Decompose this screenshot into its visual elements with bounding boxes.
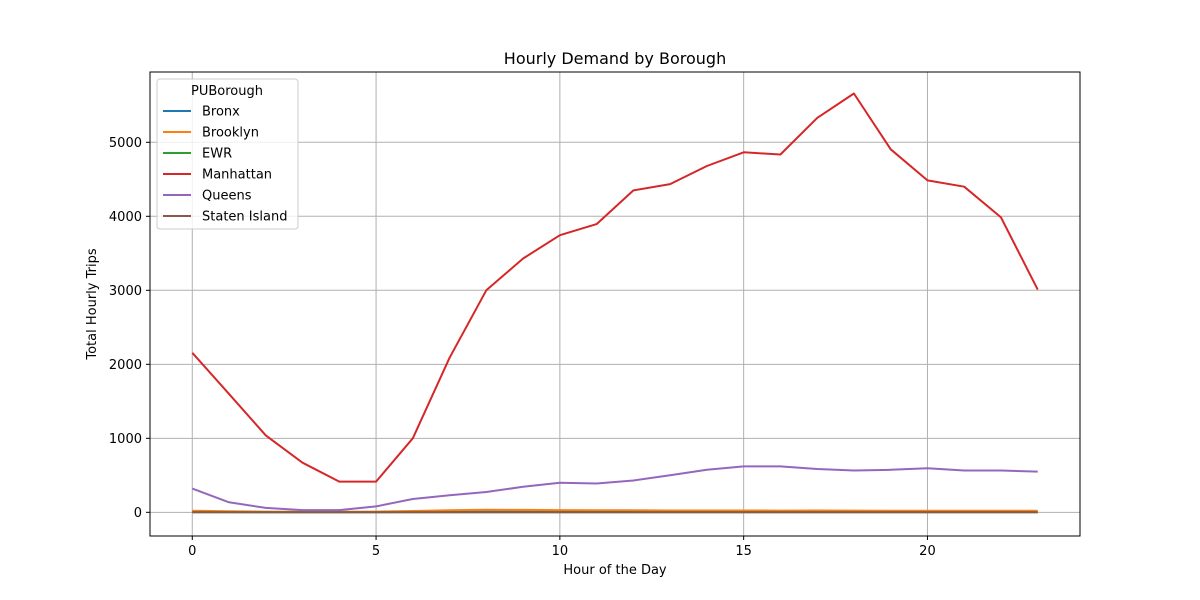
- y-tick-label: 5000: [109, 136, 142, 151]
- legend-label-manhattan: Manhattan: [202, 168, 272, 183]
- x-tick-label: 15: [735, 544, 752, 559]
- y-tick-label: 1000: [109, 432, 142, 447]
- x-axis-label: Hour of the Day: [563, 563, 667, 578]
- grid: [150, 72, 1080, 536]
- y-tick-label: 3000: [109, 284, 142, 299]
- legend-title: PUBorough: [191, 84, 263, 99]
- y-tick-label: 2000: [109, 358, 142, 373]
- chart-title: Hourly Demand by Borough: [504, 49, 726, 68]
- y-tick-label: 0: [134, 506, 142, 521]
- plot-area-frame: [149, 71, 1081, 537]
- x-tick-label: 5: [372, 544, 380, 559]
- legend-label-queens: Queens: [202, 189, 252, 204]
- x-tick-label: 10: [552, 544, 569, 559]
- y-axis-label: Total Hourly Trips: [85, 248, 100, 360]
- legend-label-bronx: Bronx: [202, 105, 240, 120]
- series-line-manhattan: [191, 92, 1039, 483]
- legend-label-brooklyn: Brooklyn: [202, 126, 259, 141]
- x-tick-label: 20: [919, 544, 936, 559]
- legend: PUBorough Bronx Brooklyn EWR Manhattan Queen…: [156, 78, 299, 230]
- legend-label-staten-island: Staten Island: [202, 210, 287, 225]
- legend-entries: Bronx Brooklyn EWR Manhattan Queens Staten Is…: [163, 105, 287, 225]
- axis-ticks: 0 5 10 15 20 0 1000 2000 3000 4000 5000: [109, 136, 936, 559]
- series-line-queens: [191, 465, 1038, 512]
- y-tick-label: 4000: [109, 210, 142, 225]
- legend-label-ewr: EWR: [202, 147, 232, 162]
- series-lines: [191, 92, 1039, 514]
- x-tick-label: 0: [188, 544, 196, 559]
- legend-box: [156, 78, 299, 230]
